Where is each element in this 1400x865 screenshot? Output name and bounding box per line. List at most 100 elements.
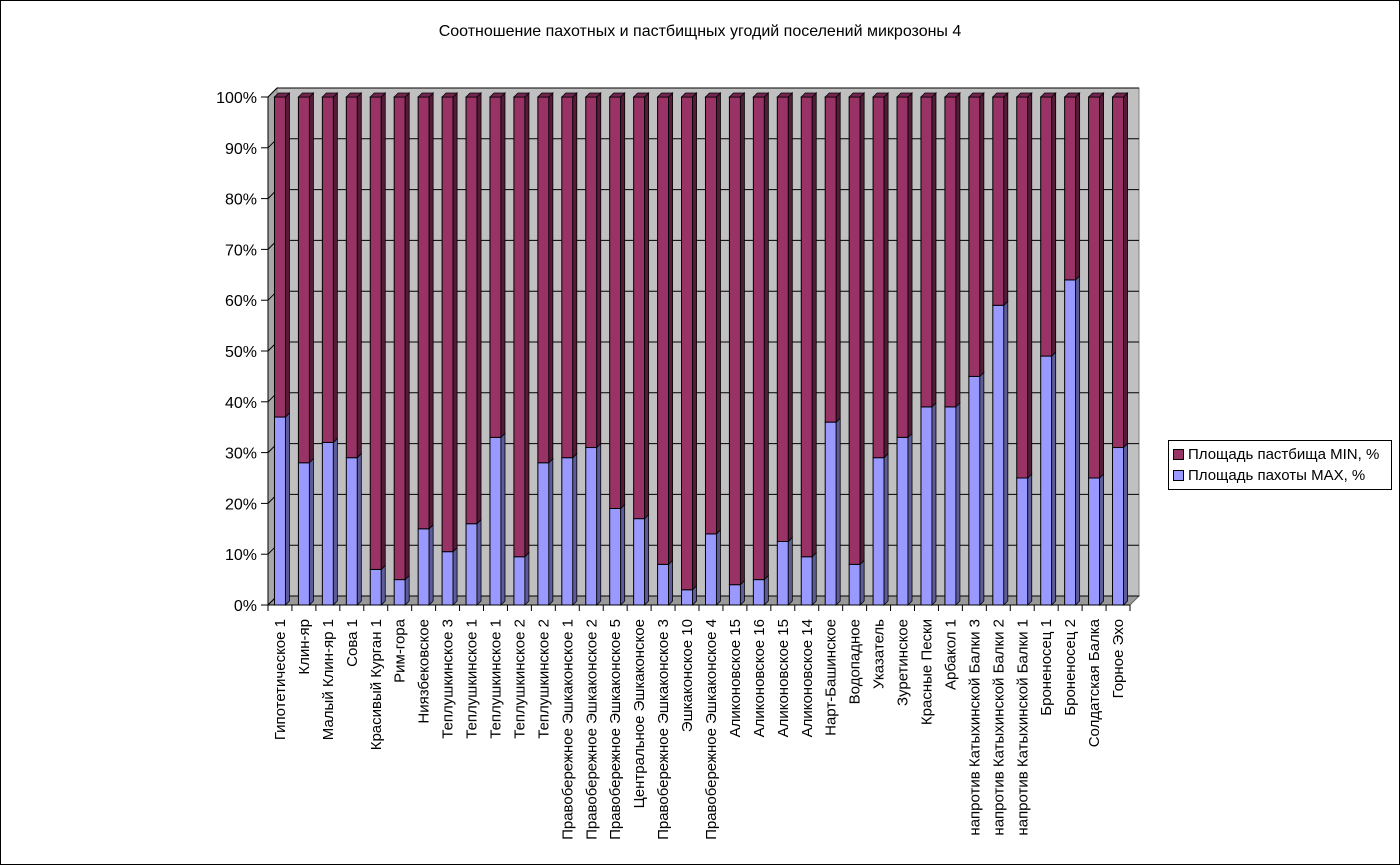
x-tick-label: Броненосец 1 xyxy=(1038,619,1055,716)
bar-arable xyxy=(369,568,382,606)
bar-pasture-top xyxy=(512,92,530,98)
bar-pasture-side xyxy=(931,92,937,408)
bar-pasture-side xyxy=(1027,92,1033,479)
bar-pasture-top xyxy=(776,92,794,98)
bar-arable-side xyxy=(716,528,721,606)
bar-pasture xyxy=(465,96,478,525)
bar-arable xyxy=(609,507,622,606)
x-tick-label: напротив Катыхинской Балки 2 xyxy=(990,619,1007,836)
bar-pasture xyxy=(800,96,813,558)
bar-pasture-side xyxy=(476,92,482,525)
x-tick-label: Центральное Эшкаконское xyxy=(631,619,648,808)
bar-pasture-side xyxy=(644,92,650,520)
bar-arable-side xyxy=(596,442,602,606)
bar-pasture-top xyxy=(967,92,985,98)
bar-arable xyxy=(968,375,981,606)
bar-arable xyxy=(489,436,502,606)
bar-pasture-side xyxy=(787,92,793,543)
bar-arable-side xyxy=(1099,473,1104,606)
bar-arable-side xyxy=(835,417,841,606)
bar-pasture xyxy=(513,96,526,558)
bar-pasture-top xyxy=(752,92,770,98)
bar-pasture-top xyxy=(824,92,842,98)
bar-arable xyxy=(561,457,574,606)
bar-pasture-side xyxy=(548,92,554,464)
bar-arable xyxy=(633,518,646,606)
bar-arable xyxy=(944,406,957,606)
x-tick-label: Аликоновское 15 xyxy=(775,619,792,737)
x-tick-label: Клин-яр xyxy=(296,619,313,675)
bar-pasture-side xyxy=(524,92,530,558)
bar-pasture xyxy=(944,96,957,408)
bar-pasture xyxy=(920,96,933,408)
bar-pasture-side xyxy=(596,92,602,449)
bar-pasture xyxy=(393,96,406,581)
y-tick-label: 50% xyxy=(225,344,257,361)
x-tick-label: Теплушкинское 1 xyxy=(464,619,481,739)
bar-arable xyxy=(585,447,598,606)
bar-arable-side xyxy=(620,503,626,606)
bar-arable-side xyxy=(548,457,554,606)
legend-label-arable: Площадь пахоты MAX, % xyxy=(1188,467,1366,484)
bar-pasture xyxy=(441,96,454,553)
bar-arable xyxy=(1088,477,1101,606)
bar-pasture-side xyxy=(859,92,865,566)
bar-arable-side xyxy=(668,559,673,606)
x-tick-label: Аликоновское 15 xyxy=(727,619,744,737)
bar-pasture-top xyxy=(297,92,315,98)
bar-pasture-side xyxy=(740,92,745,586)
bar-arable xyxy=(848,563,861,606)
legend: Площадь пастбища MIN, % Площадь пахоты M… xyxy=(1168,440,1392,490)
y-tick-label: 90% xyxy=(225,141,257,158)
bar-pasture-top xyxy=(441,92,459,98)
bar-pasture-side xyxy=(692,92,697,591)
bar-pasture xyxy=(273,96,286,418)
bar-pasture-top xyxy=(656,92,674,98)
bar-arable-side xyxy=(955,401,961,606)
bar-arable-side xyxy=(1075,274,1081,606)
bar-arable-side xyxy=(883,452,889,606)
bar-arable xyxy=(321,441,334,606)
x-tick-label: Броненосец 2 xyxy=(1062,619,1079,716)
x-tick-label: напротив Катыхинской Балки 1 xyxy=(1014,619,1031,836)
bar-arable-side xyxy=(1027,473,1033,606)
y-tick-label: 70% xyxy=(225,242,257,259)
bar-arable-side xyxy=(979,371,985,606)
bar-pasture-side xyxy=(572,92,578,459)
x-tick-label: Ниязбековское xyxy=(416,619,433,724)
x-tick-label: Горное Эхо xyxy=(1110,619,1127,698)
bar-pasture xyxy=(992,96,1005,306)
y-tick-label: 0% xyxy=(234,598,257,615)
bar-pasture-side xyxy=(955,92,961,408)
bar-arable-side xyxy=(285,412,290,606)
gridline-diagonal xyxy=(267,87,278,98)
bar-pasture xyxy=(369,96,382,570)
bar-arable-side xyxy=(1123,442,1128,606)
bar-arable xyxy=(417,528,430,606)
bar-arable-side xyxy=(524,551,530,606)
bar-arable-side xyxy=(811,551,817,606)
bar-pasture-side xyxy=(1099,92,1104,479)
bar-pasture xyxy=(824,96,837,423)
x-tick-label: Аликоновское 14 xyxy=(799,619,816,737)
bar-pasture-top xyxy=(417,92,435,98)
bar-arable-side xyxy=(859,559,865,606)
bar-arable xyxy=(800,556,813,606)
x-tick-label: Зуретинское xyxy=(895,619,912,706)
bar-pasture xyxy=(489,96,502,438)
bar-arable-side xyxy=(931,401,937,606)
x-tick-label: Солдатская Балка xyxy=(1086,618,1103,747)
bar-pasture xyxy=(681,96,694,591)
x-tick-label: Нарт-Башинское xyxy=(823,619,840,736)
bar-pasture xyxy=(728,96,741,586)
x-tick-label: Сова 1 xyxy=(344,619,361,667)
bar-pasture-side xyxy=(309,92,314,464)
bar-pasture-top xyxy=(991,92,1009,98)
bar-arable xyxy=(728,584,741,606)
x-tick-label: Указатель xyxy=(871,619,888,689)
legend-label-pasture: Площадь пастбища MIN, % xyxy=(1188,446,1380,463)
x-tick-label: Правобережное Эшкаконское 2 xyxy=(583,619,600,840)
bar-arable-side xyxy=(452,546,458,606)
x-tick-label: Теплушкинское 1 xyxy=(487,619,504,739)
bar-arable-side xyxy=(428,523,434,606)
